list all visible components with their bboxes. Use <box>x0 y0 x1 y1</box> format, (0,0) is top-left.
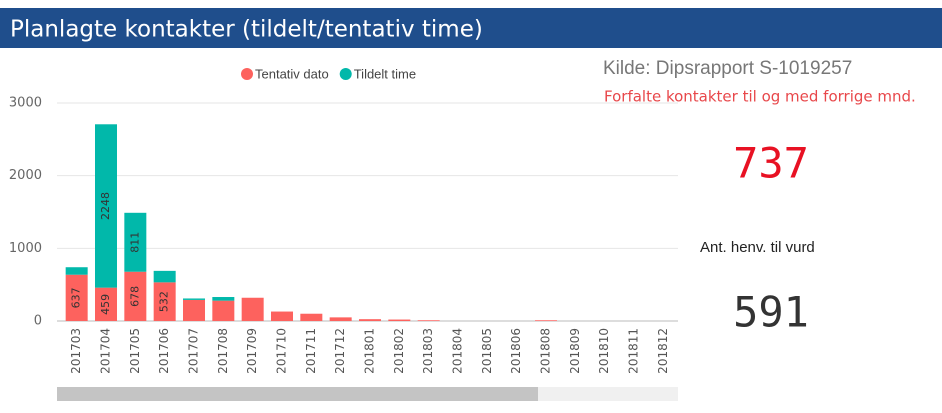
x-tick-label: 201812 <box>656 328 670 374</box>
x-tick-label: 201707 <box>187 328 201 374</box>
data-label: 637 <box>70 287 83 308</box>
x-tick-label: 201803 <box>421 328 435 374</box>
scroll-thumb[interactable] <box>57 387 538 401</box>
x-tick-label: 201811 <box>627 328 641 374</box>
x-tick-label: 201703 <box>69 328 83 374</box>
bar-segment <box>417 320 440 321</box>
legend-swatch <box>241 68 253 80</box>
y-tick-label: 3000 <box>9 96 42 111</box>
bar-segment <box>300 313 323 321</box>
y-tick-label: 1000 <box>9 241 42 256</box>
bar-segment <box>183 299 205 321</box>
x-tick-label: 201712 <box>333 328 347 374</box>
bar-segment <box>241 297 264 321</box>
x-tick-label: 201809 <box>568 328 582 374</box>
bar-segment <box>359 319 381 321</box>
bar-segment <box>183 298 205 300</box>
x-tick-label: 201808 <box>539 328 553 374</box>
x-tick-label: 201804 <box>451 328 465 374</box>
x-tick-label: 201805 <box>480 328 494 374</box>
data-label: 678 <box>128 286 141 307</box>
data-label: 532 <box>158 291 171 312</box>
x-tick-label: 201706 <box>157 328 171 374</box>
overdue-label: Forfalte kontakter til og med forrige mn… <box>604 88 916 106</box>
legend-label: Tentativ dato <box>255 66 329 81</box>
referrals-value: 591 <box>733 288 809 337</box>
x-tick-label: 201708 <box>216 328 230 374</box>
y-tick-label: 2000 <box>9 168 42 183</box>
header-title: Planlagte kontakter (tildelt/tentativ ti… <box>10 17 483 43</box>
bar-segment <box>153 282 176 321</box>
bar-segment <box>124 212 147 272</box>
bar-segment <box>65 274 88 321</box>
x-tick-label: 201806 <box>509 328 523 374</box>
bar-segment <box>329 317 352 321</box>
bar-segment <box>95 124 117 288</box>
x-tick-label: 201709 <box>245 328 259 374</box>
data-label: 811 <box>128 232 141 253</box>
bar-segment <box>95 287 117 321</box>
x-tick-label: 201801 <box>363 328 377 374</box>
bar-segment <box>65 267 88 275</box>
x-tick-label: 201802 <box>392 328 406 374</box>
x-tick-label: 201810 <box>597 328 611 374</box>
bar-segment <box>153 270 176 283</box>
overdue-value: 737 <box>733 139 809 188</box>
bar-segment <box>535 320 557 321</box>
bar-segment <box>271 311 293 321</box>
bar-segment <box>212 300 235 321</box>
legend-label: Tildelt time <box>354 66 416 81</box>
data-label: 2248 <box>99 192 112 220</box>
x-tick-label: 201705 <box>128 328 142 374</box>
data-label: 459 <box>99 294 112 315</box>
referrals-label: Ant. henv. til vurd <box>700 239 815 256</box>
source: Kilde: Dipsrapport S-1019257 <box>603 58 852 79</box>
x-tick-label: 201710 <box>275 328 289 374</box>
header-bar <box>0 8 942 48</box>
x-tick-label: 201711 <box>304 328 318 374</box>
bar-segment <box>212 297 235 301</box>
x-tick-label: 201704 <box>99 328 113 374</box>
bar-segment <box>124 271 147 321</box>
y-tick-label: 0 <box>34 314 42 329</box>
bar-segment <box>388 319 411 321</box>
legend-swatch <box>339 68 352 80</box>
